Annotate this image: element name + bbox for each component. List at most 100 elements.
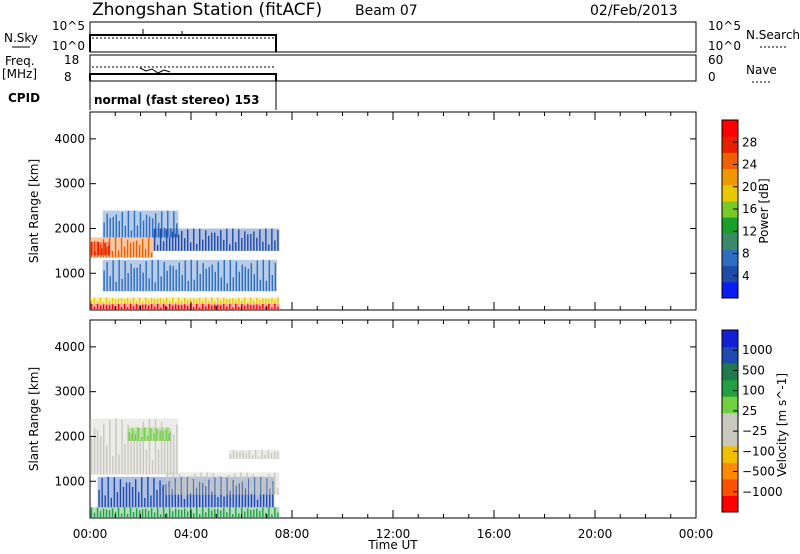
y-tick-label: 3000 [54,177,85,191]
data-band [90,297,280,304]
colorbar-swatch [722,429,738,447]
colorbar-swatch [722,478,738,496]
nsearch-label: N.Search [746,28,800,42]
colorbar-swatch [722,136,738,153]
x-axis-label: Time UT [367,538,418,552]
colorbar-swatch [722,346,738,364]
nsky-left-tick-bottom: 10^0 [52,39,85,53]
beam-label: Beam 07 [355,3,418,19]
freq-unit-label: [MHz] [2,67,37,81]
freq-trace [89,73,277,81]
colorbar-swatch [722,281,738,299]
nsky-right-tick-top: 10^5 [708,19,741,33]
nave-jitter [139,67,171,74]
colorbar-swatch [722,120,738,137]
cpid-label: CPID [8,91,40,105]
freq-left-tick-bottom: 8 [64,70,72,84]
y-tick-label: 4000 [54,340,85,354]
colorbar-swatch [722,412,738,430]
colorbar-swatch [722,462,738,480]
data-band-fill [127,427,171,441]
data-band [90,507,280,518]
colorbar-swatch [722,200,738,218]
colorbar-swatch [722,233,738,250]
freq-left-tick-top: 18 [64,53,79,67]
nsky-trace [89,34,277,52]
data-band-fill [228,449,280,459]
colorbar-swatch [722,396,738,414]
nsky-right-tick-bottom: 10^0 [708,39,741,53]
nave-right-tick-top: 60 [708,53,723,67]
colorbar-swatch [722,445,738,463]
cpid-text: normal (fast stereo) 153 [94,93,260,107]
cpid-panel: CPID normal (fast stereo) 153 [8,81,277,110]
time-axis-labels: 00:00 04:00 08:00 12:00 16:00 20:00 00:00 [73,527,714,541]
power-colorbar: 4 8 12 16 20 24 28 [721,119,757,299]
data-band [153,228,280,251]
nave-right-tick-bottom: 0 [708,70,716,84]
colorbar-swatch [722,184,738,202]
data-band [90,303,280,310]
colorbar-tick-label: 1000 [742,343,773,357]
colorbar-swatch [722,249,738,267]
time-tick-label: 08:00 [275,527,310,541]
colorbar-tick-label: 12 [742,224,757,238]
time-tick-label: 00:00 [679,527,714,541]
colorbar-tick-label: 500 [742,363,765,377]
colorbar-swatch [722,265,738,283]
time-tick-label: 00:00 [73,527,108,541]
velocity-x-ticks [89,320,697,518]
power-y-axis-label: Slant Range [km] [27,159,41,263]
data-band [127,427,171,441]
time-tick-label: 20:00 [578,527,613,541]
power-colorbar-label: Power [dB] [757,178,771,243]
freq-panel: Freq. [MHz] 18 8 60 0 Nave [2,53,777,84]
data-band-fill [90,241,111,256]
data-band [228,449,280,459]
time-tick-label: 16:00 [477,527,512,541]
freq-frame [89,54,697,82]
data-band [165,472,280,495]
data-band [90,418,179,475]
velocity-colorbar: −1000 −500 −100 −25 25 100 500 1000 [721,329,783,513]
nsky-left-tick-top: 10^5 [52,19,85,33]
colorbar-swatch [722,363,738,381]
colorbar-tick-label: −25 [742,424,767,438]
time-tick-label: 04:00 [174,527,209,541]
colorbar-tick-label: −100 [742,444,775,458]
station-title: Zhongshan Station (fitACF) [92,0,322,20]
velocity-colorbar-label: Velocity [m s^-1] [775,373,789,477]
colorbar-tick-label: 100 [742,384,765,398]
nsky-frame [89,21,697,53]
velocity-y-axis: 1000 2000 3000 4000 [54,340,696,488]
nsky-panel: N.Sky 10^5 10^0 10^5 10^0 N.Search [4,19,800,53]
velocity-y-axis-label: Slant Range [km] [27,367,41,471]
colorbar-swatch [722,330,738,348]
power-x-ticks [89,112,697,310]
power-data [90,210,280,310]
power-y-axis: 1000 2000 3000 4000 [54,132,696,280]
colorbar-tick-label: 20 [742,180,757,194]
velocity-colorbar-label-text: Velocity [m s^-1] [775,373,789,477]
nave-label: Nave [746,63,777,77]
colorbar-tick-label: 4 [742,269,750,283]
data-band [102,210,179,238]
y-tick-label: 2000 [54,221,85,235]
freq-label: Freq. [5,54,35,68]
velocity-data [90,418,280,518]
power-panel: 1000 2000 3000 4000 Slant Range [km] 4 8 12 16… [27,111,771,311]
nsky-label: N.Sky [4,31,38,45]
data-band [102,259,277,292]
y-tick-label: 1000 [54,474,85,488]
time-tick-label: 12:00 [376,527,411,541]
colorbar-tick-label: 16 [742,202,757,216]
colorbar-swatch [722,168,738,186]
y-tick-label: 4000 [54,132,85,146]
colorbar-tick-label: −1000 [742,485,783,499]
colorbar-swatch [722,217,738,234]
colorbar-swatch [722,379,738,397]
colorbar-swatch [722,495,738,513]
colorbar-tick-label: 28 [742,135,757,149]
